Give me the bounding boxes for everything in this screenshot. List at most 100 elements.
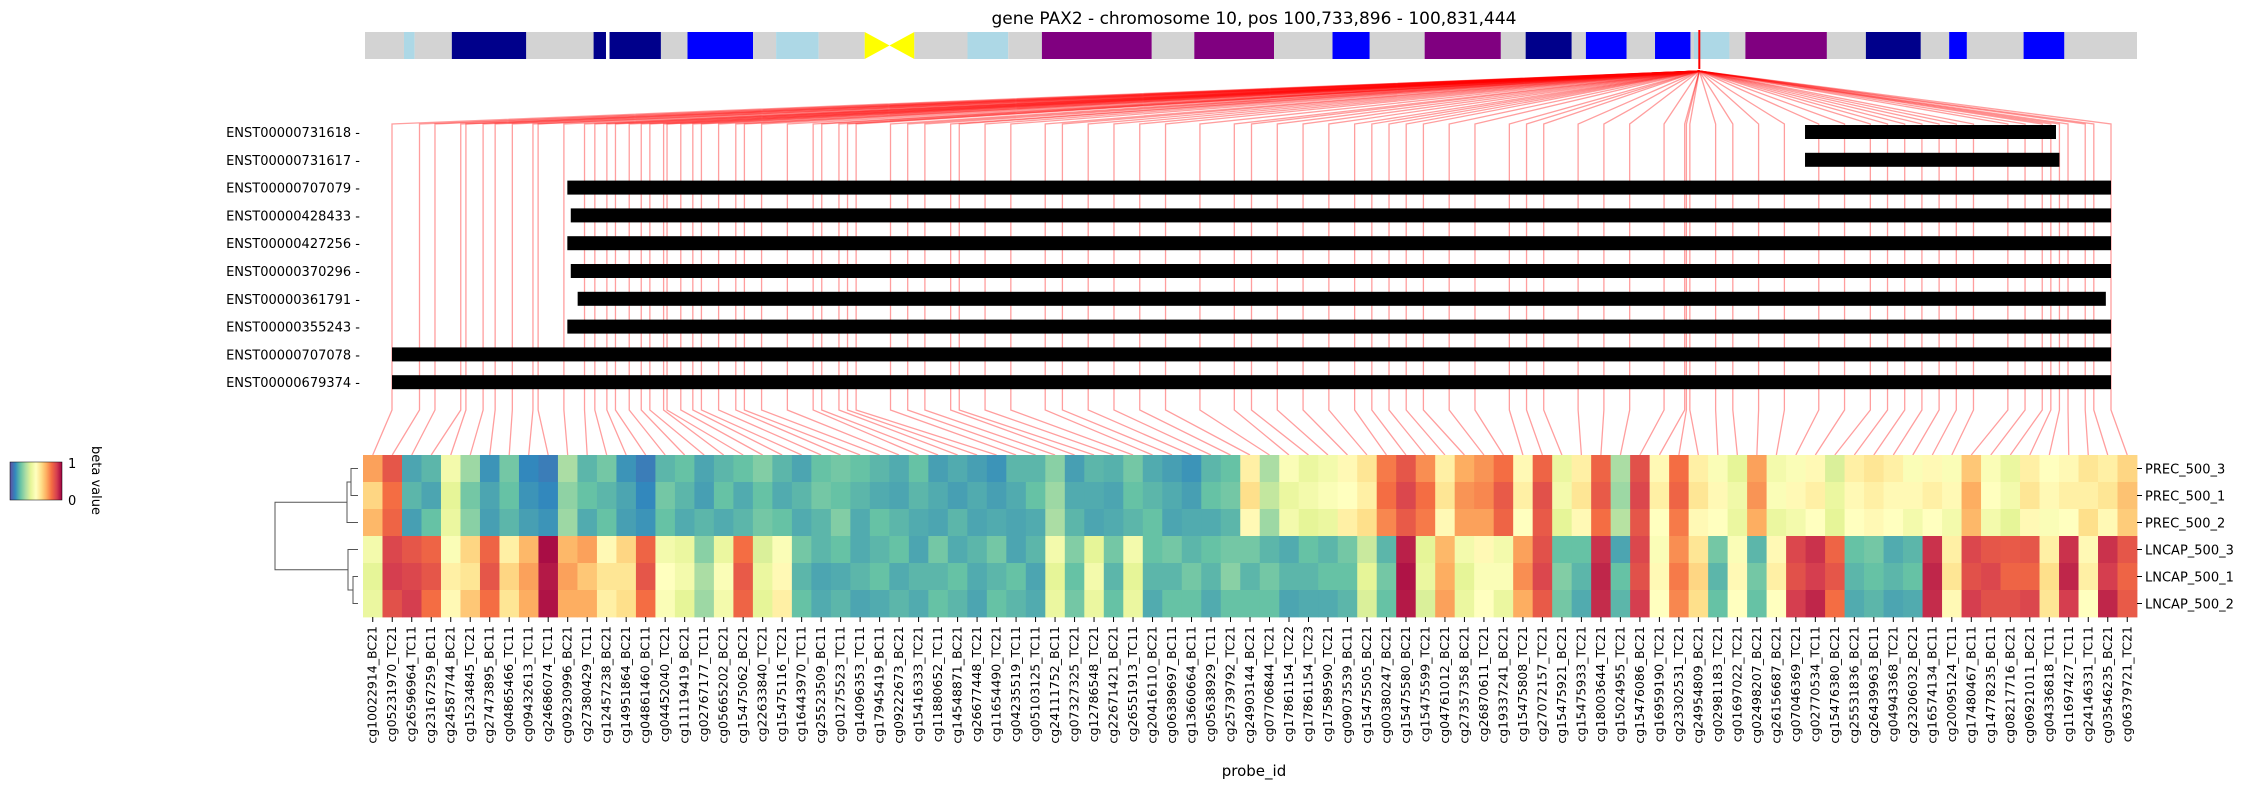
heatmap-cell	[655, 482, 676, 510]
heatmap-cell	[1825, 590, 1845, 618]
heatmap-cell	[440, 509, 461, 537]
heatmap-cell	[694, 563, 715, 591]
probe-connector	[692, 70, 1700, 456]
heatmap-cell	[382, 482, 403, 510]
heatmap-cell	[2059, 455, 2079, 483]
probe-connector	[594, 70, 1700, 456]
probe-connector	[1302, 70, 1700, 456]
chromosome-band-28	[1626, 32, 1656, 59]
heatmap-cell	[440, 563, 461, 591]
chromosome-band-14	[914, 32, 968, 59]
heatmap-cell	[1298, 590, 1319, 618]
probe-connector	[924, 70, 1700, 456]
chromosome-band-19	[1194, 32, 1275, 59]
column-label-cg09073539_BC11: cg09073539_BC11	[1339, 626, 1354, 744]
heatmap-cell	[1318, 536, 1339, 564]
heatmap-cell	[772, 563, 793, 591]
heatmap-cell	[2078, 536, 2099, 564]
column-label-cg27380429_TC11: cg27380429_TC11	[579, 626, 594, 742]
heatmap-cell	[772, 455, 793, 483]
column-label-cg15475599_TC21: cg15475599_TC21	[1417, 626, 1432, 742]
chromosome-band-12	[818, 32, 865, 59]
chromosome-band-4	[526, 32, 594, 59]
heatmap-cell	[713, 455, 734, 483]
heatmap-cell	[1571, 509, 1592, 537]
probe-connector	[391, 70, 1700, 456]
probe-connector	[640, 70, 1700, 456]
chromosome-band-18	[1151, 32, 1195, 59]
chart-title: gene PAX2 - chromosome 10, pos 100,733,8…	[992, 9, 1517, 29]
heatmap-cell	[850, 590, 871, 618]
probe-connector	[984, 70, 1700, 456]
heatmap-cell	[2117, 455, 2138, 483]
transcript-bar-ENST00000679374	[392, 375, 2111, 390]
heatmap-cell	[967, 509, 988, 537]
heatmap-cell	[1805, 590, 1826, 618]
colorbar-title: beta value	[88, 446, 103, 515]
heatmap-cell	[1688, 590, 1709, 618]
transcript-bar-ENST00000731617	[1805, 152, 2060, 167]
chromosome-band-39	[2023, 32, 2065, 59]
heatmap-cell	[1805, 563, 1826, 591]
heatmap-cell	[791, 455, 812, 483]
heatmap-cell	[421, 563, 442, 591]
chromosome-band-35	[1865, 32, 1921, 59]
heatmap-cell	[1201, 563, 1222, 591]
heatmap-cell	[2059, 563, 2079, 591]
heatmap-cell	[752, 455, 773, 483]
column-label-cg23302531_TC21: cg23302531_TC21	[1671, 626, 1686, 742]
heatmap-cell	[1610, 482, 1631, 510]
column-label-cg15475116_TC21: cg15475116_TC21	[774, 626, 789, 742]
heatmap-cell	[733, 590, 754, 618]
heatmap-cell	[967, 455, 988, 483]
heatmap-cell	[889, 509, 910, 537]
heatmap-cell	[908, 482, 929, 510]
heatmap-cell	[2098, 509, 2118, 537]
chromosome-band-29	[1655, 32, 1691, 59]
heatmap-cell	[1025, 536, 1046, 564]
heatmap-cell	[1766, 482, 1787, 510]
heatmap-cell	[577, 509, 598, 537]
heatmap-cell	[1279, 455, 1300, 483]
transcript-bar-ENST00000428433	[570, 208, 2111, 223]
heatmap-cell	[557, 482, 578, 510]
heatmap-cell	[1006, 482, 1027, 510]
transcript-label-ENST00000370296: ENST00000370296 -	[226, 265, 360, 280]
heatmap-cell	[2117, 509, 2138, 537]
heatmap-cell	[1942, 590, 1962, 618]
heatmap-cell	[1903, 455, 1923, 483]
column-label-cg25531836_BC21: cg25531836_BC21	[1846, 626, 1861, 744]
heatmap-cell	[1064, 482, 1085, 510]
column-label-cg20416110_BC21: cg20416110_BC21	[1145, 626, 1160, 744]
dendrogram-branch	[352, 576, 358, 604]
heatmap-cell	[869, 455, 890, 483]
chromosome-band-33	[1745, 32, 1827, 59]
heatmap-cell	[830, 509, 851, 537]
heatmap-cell	[1220, 509, 1241, 537]
heatmap-cell	[1357, 563, 1378, 591]
heatmap-cell	[1630, 455, 1651, 483]
heatmap-cell	[1337, 455, 1358, 483]
heatmap-cell	[1298, 509, 1319, 537]
column-label-cg04235519_TC11: cg04235519_TC11	[1008, 626, 1023, 742]
heatmap-cell	[947, 590, 968, 618]
column-label-cg17861154_TC23: cg17861154_TC23	[1300, 626, 1315, 742]
heatmap-cell	[1474, 482, 1495, 510]
heatmap-cell	[1688, 509, 1709, 537]
heatmap-cell	[655, 536, 676, 564]
heatmap-cell	[2039, 590, 2060, 618]
heatmap-cell	[635, 509, 656, 537]
heatmap-cell	[1162, 563, 1183, 591]
heatmap-cell	[811, 536, 832, 564]
probe-labels: cg10022914_BC21 cg05231970_TC21 cg26596964…	[365, 617, 2134, 744]
column-label-cg11880652_TC11: cg11880652_TC11	[930, 626, 945, 742]
centromere-band	[864, 32, 915, 59]
heatmap-cell	[1376, 455, 1397, 483]
heatmap-cell	[1688, 563, 1709, 591]
heatmap-cell	[1942, 455, 1962, 483]
heatmap-cell	[986, 590, 1007, 618]
heatmap-cell	[2020, 482, 2040, 510]
transcript-label-ENST00000355243: ENST00000355243 -	[226, 321, 360, 336]
column-label-cg27357358_BC21: cg27357358_BC21	[1456, 626, 1471, 744]
